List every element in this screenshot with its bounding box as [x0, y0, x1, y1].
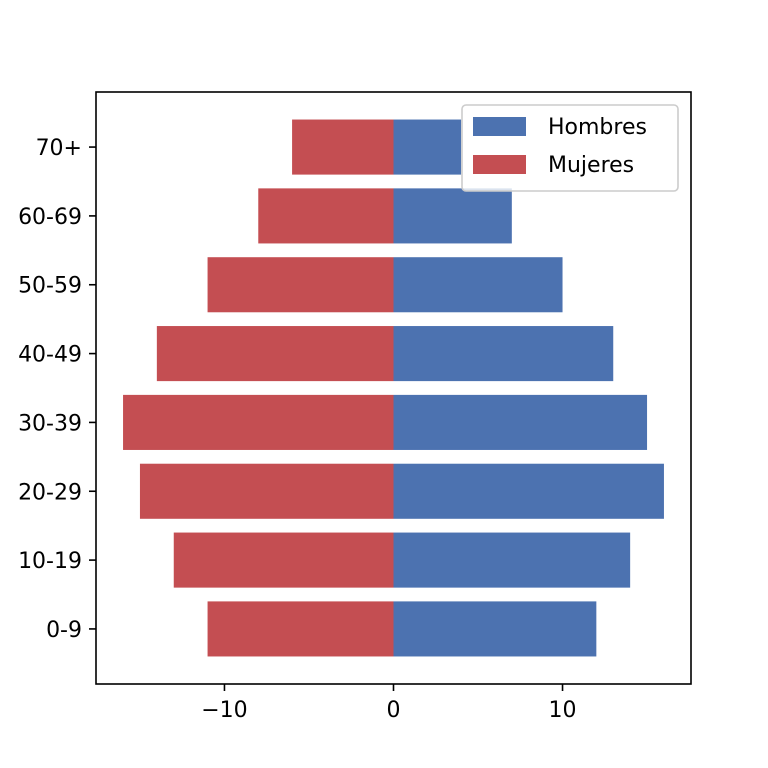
bar-mujeres-70+ [292, 119, 394, 175]
legend-swatch-hombres [473, 117, 526, 136]
bar-hombres-70+ [393, 119, 462, 175]
bar-hombres-10-19 [393, 532, 631, 588]
bar-hombres-20-29 [393, 463, 664, 519]
legend: Hombres Mujeres [461, 104, 679, 192]
bar-mujeres-40-49 [156, 326, 394, 382]
bar-hombres-30-39 [393, 394, 648, 450]
axes-layer: −10 0 10 0-9 10-19 20-29 30-39 40-49 50-59 60-69 7… [18, 136, 576, 723]
y-tick-label: 40-49 [18, 343, 82, 368]
y-tick-label: 0-9 [46, 618, 82, 643]
bar-hombres-50-59 [393, 257, 563, 313]
bar-mujeres-50-59 [207, 257, 394, 313]
bar-mujeres-20-29 [139, 463, 394, 519]
bar-hombres-0-9 [393, 601, 597, 657]
bar-hombres-40-49 [393, 326, 614, 382]
y-tick-label: 60-69 [18, 205, 82, 230]
legend-label-hombres: Hombres [548, 115, 647, 140]
legend-swatch-mujeres [473, 155, 526, 174]
x-tick-label: 0 [387, 698, 401, 723]
y-tick-label: 70+ [36, 136, 82, 161]
y-tick-label: 50-59 [18, 274, 82, 299]
legend-label-mujeres: Mujeres [548, 153, 634, 178]
x-tick-label: 10 [549, 698, 577, 723]
x-tick-label: −10 [201, 698, 247, 723]
bar-mujeres-30-39 [123, 394, 394, 450]
bar-mujeres-10-19 [173, 532, 394, 588]
bar-hombres-60-69 [393, 188, 512, 244]
y-tick-label: 10-19 [18, 549, 82, 574]
y-tick-label: 20-29 [18, 480, 82, 505]
y-tick-label: 30-39 [18, 411, 82, 436]
bar-mujeres-0-9 [207, 601, 394, 657]
bar-mujeres-60-69 [258, 188, 394, 244]
bars-layer [123, 119, 664, 657]
